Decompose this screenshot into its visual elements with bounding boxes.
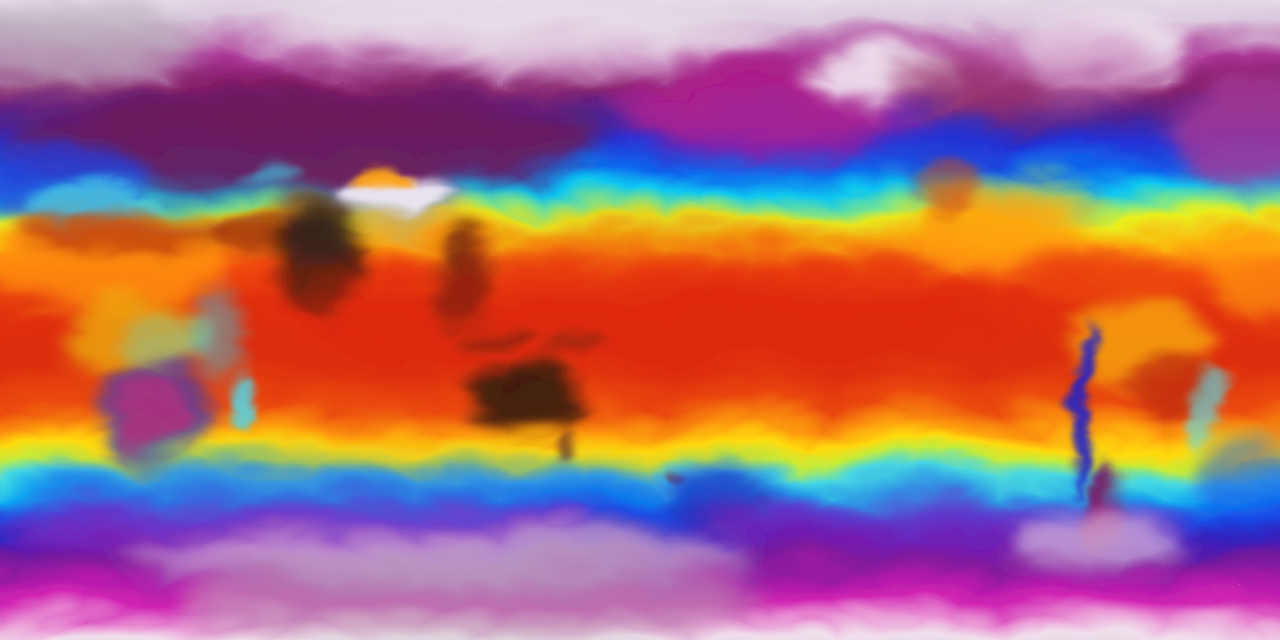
global-temperature-heatmap (0, 0, 1280, 640)
noise-texture-overlay (0, 0, 1280, 640)
heatmap-canvas (0, 0, 1280, 640)
